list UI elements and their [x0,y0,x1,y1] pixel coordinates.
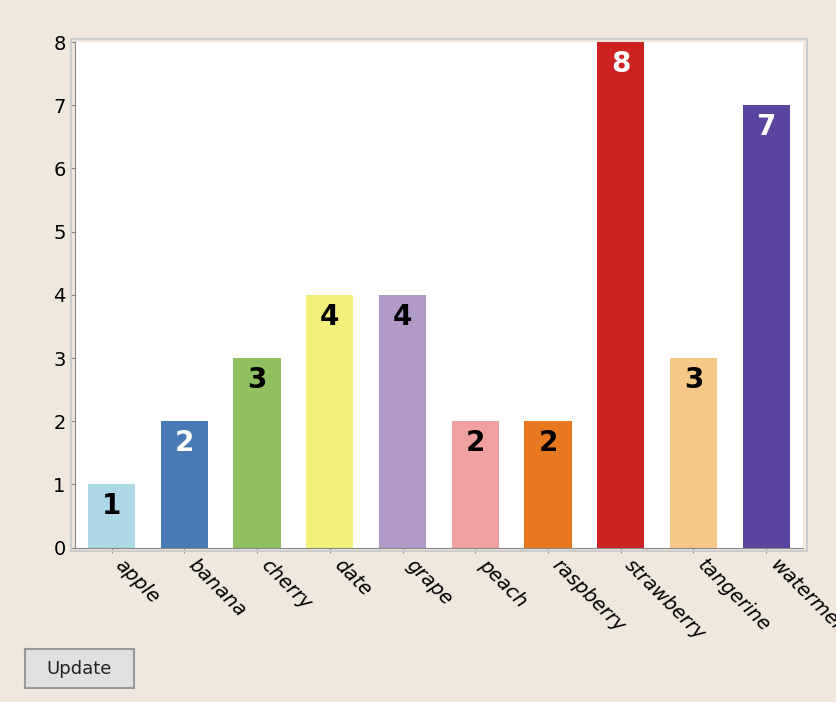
Text: 4: 4 [393,303,412,331]
Bar [233,358,281,548]
Text: 3: 3 [684,366,703,394]
Text: Update: Update [47,660,112,677]
Bar [524,421,572,548]
Bar [597,42,645,548]
Bar [161,421,208,548]
Text: 4: 4 [320,303,339,331]
Text: 1: 1 [102,493,121,520]
Text: 3: 3 [247,366,267,394]
Text: 2: 2 [175,430,194,457]
Bar [88,484,135,548]
Bar [379,295,426,548]
Text: 2: 2 [466,430,485,457]
Bar [670,358,717,548]
Text: 7: 7 [757,114,776,141]
Text: 8: 8 [611,51,630,78]
Bar [742,105,790,548]
Bar [451,421,499,548]
Bar [306,295,354,548]
Text: 2: 2 [538,430,558,457]
